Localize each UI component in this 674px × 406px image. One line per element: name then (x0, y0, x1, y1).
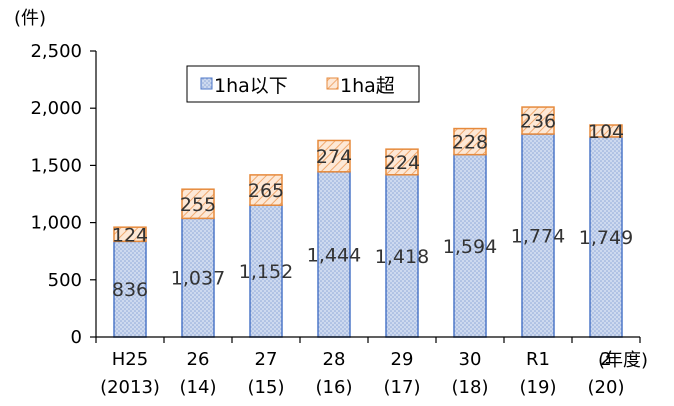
data-label-small: 1,749 (579, 227, 633, 249)
x-category-label: 2 (600, 349, 611, 370)
y-tick-label: 2,000 (30, 98, 82, 119)
x-category-sublabel: (15) (248, 377, 285, 398)
y-axis: 0 500 1,000 1,500 2,000 2,500 (30, 41, 97, 348)
legend-swatch-small (200, 77, 213, 90)
x-axis: H25 (2013) 26 (14) 27 (15) 28 (16) 29 (17) 30 (18) R… (95, 336, 641, 398)
x-category-sublabel: (20) (588, 377, 625, 398)
bar-segment-large (113, 226, 147, 243)
data-label-small: 1,152 (239, 261, 293, 283)
data-label-large: 224 (384, 152, 420, 174)
bar-segment-large (521, 106, 555, 135)
data-label-large: 265 (248, 180, 284, 202)
x-category-sublabel: (17) (384, 377, 421, 398)
x-category-sublabel: (14) (180, 377, 217, 398)
data-label-small: 1,037 (171, 268, 225, 290)
data-label-large: 236 (520, 111, 556, 133)
bar-segment-small (589, 136, 623, 338)
data-label-small: 1,774 (511, 226, 565, 248)
legend-label-small: 1ha以下 (214, 75, 288, 97)
data-label-large: 228 (452, 132, 488, 154)
bar-segment-large (453, 127, 487, 156)
y-tick-label: 2,500 (30, 41, 82, 62)
x-category-sublabel: (18) (452, 377, 489, 398)
x-category-label: 27 (255, 349, 278, 370)
x-category-sublabel: (19) (520, 377, 557, 398)
y-tick-label: 1,000 (30, 213, 82, 234)
bar-segment-large (317, 139, 351, 173)
data-label-small: 1,594 (443, 236, 497, 258)
x-category-label: 29 (391, 349, 414, 370)
data-label-large: 124 (112, 224, 148, 246)
legend-box (186, 65, 420, 103)
legend: 1ha以下 1ha超 (186, 65, 420, 103)
data-label-large: 104 (588, 121, 624, 143)
bar-segment-large (385, 148, 419, 176)
bar-segment-small (453, 153, 487, 338)
bar-segment-small (317, 171, 351, 338)
y-tick-label: 500 (48, 270, 82, 291)
legend-swatch-large (326, 77, 339, 90)
x-category-label: R1 (526, 349, 550, 370)
x-category-sublabel: (16) (316, 377, 353, 398)
data-label-small: 836 (112, 279, 148, 301)
data-label-large: 255 (180, 194, 216, 216)
x-category-label: 30 (459, 349, 482, 370)
x-unit-label: (年度) (598, 350, 648, 371)
bar-segment-large (589, 124, 623, 138)
bar-segment-large (249, 174, 283, 206)
legend-label-large: 1ha超 (340, 75, 395, 97)
y-unit-label: (件) (14, 8, 46, 29)
bars: 836 124 1,037 255 1,152 265 1,444 274 1,418 224 1,… (112, 106, 633, 338)
x-category-sublabel: (2013) (100, 377, 160, 398)
data-label-small: 1,418 (375, 246, 429, 268)
y-tick-label: 0 (71, 327, 82, 348)
x-category-label: 26 (187, 349, 210, 370)
x-category-label: 28 (323, 349, 346, 370)
data-label-small: 1,444 (307, 244, 361, 266)
data-label-large: 274 (316, 146, 352, 168)
x-category-label: H25 (112, 349, 148, 370)
bar-segment-large (181, 188, 215, 220)
y-tick-label: 1,500 (30, 155, 82, 176)
